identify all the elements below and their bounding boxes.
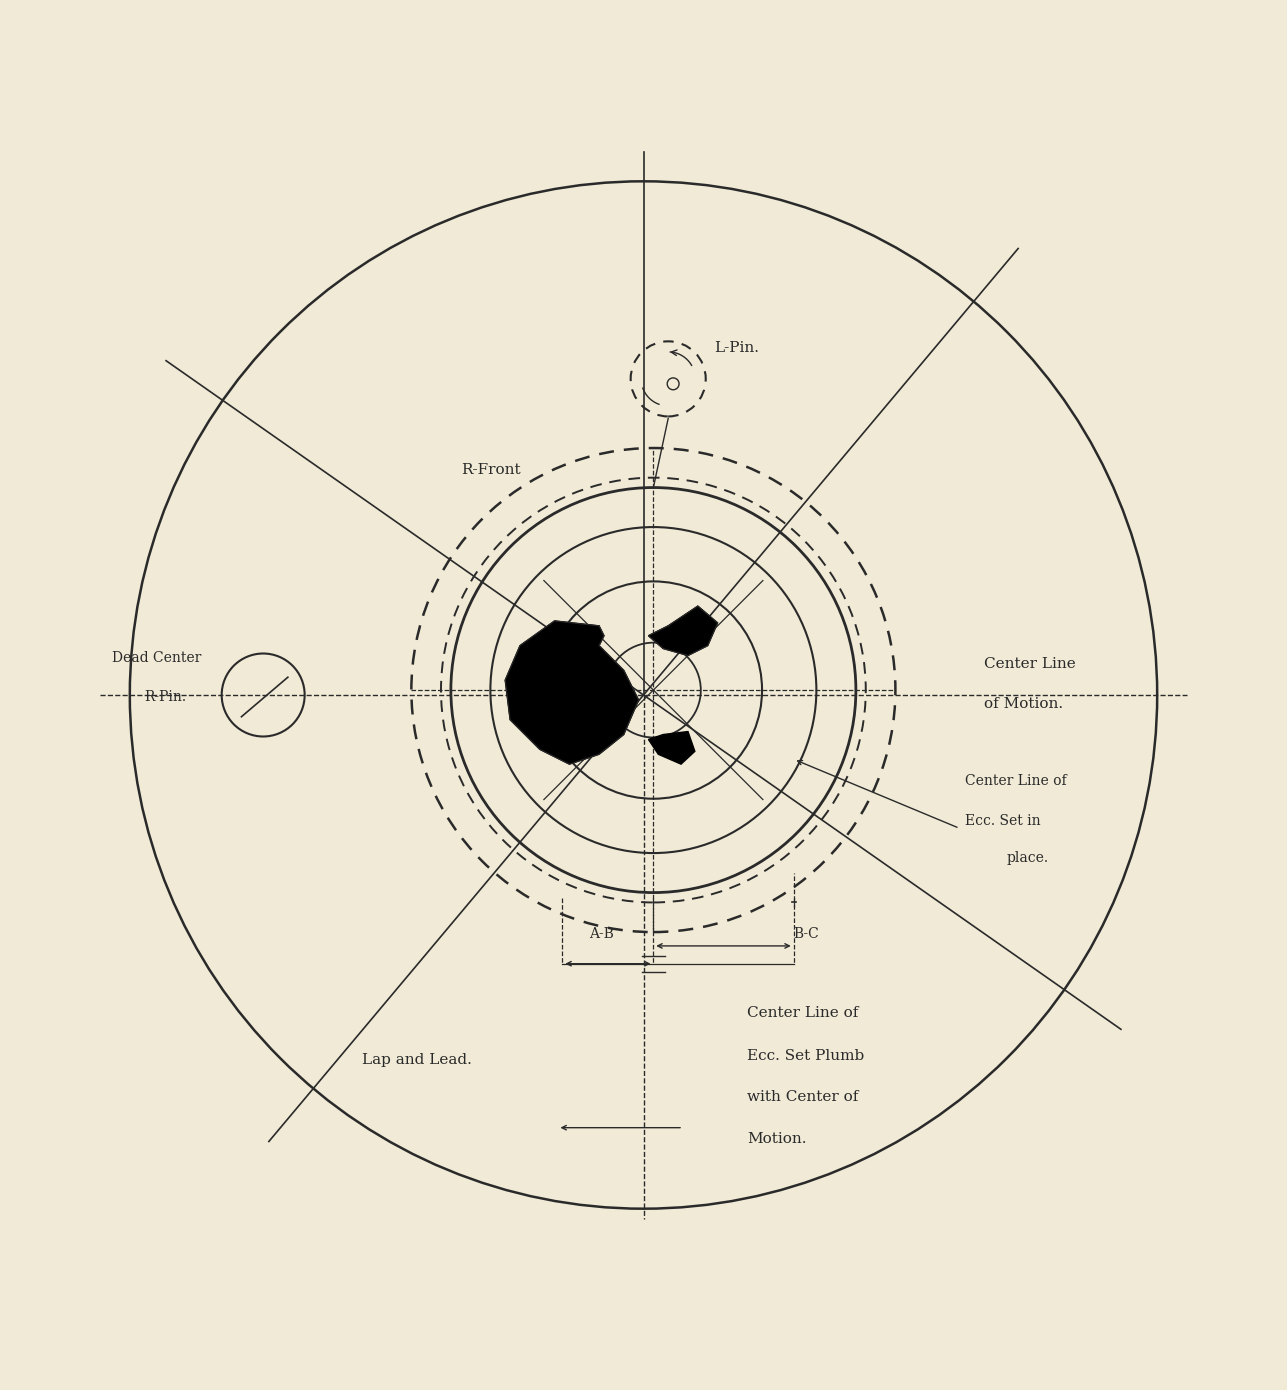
Text: Motion.: Motion. — [748, 1131, 807, 1145]
Text: of Motion.: of Motion. — [985, 696, 1063, 710]
Text: Ecc. Set Plumb: Ecc. Set Plumb — [748, 1048, 865, 1063]
Polygon shape — [649, 731, 695, 764]
Text: R-Pin.: R-Pin. — [144, 689, 187, 705]
Text: Center Line: Center Line — [985, 657, 1076, 671]
Polygon shape — [506, 621, 638, 765]
Text: Center Line of: Center Line of — [964, 774, 1066, 788]
Text: Ecc. Set in: Ecc. Set in — [964, 813, 1040, 827]
Text: R-Front: R-Front — [461, 463, 520, 477]
Text: Center Line of: Center Line of — [748, 1006, 858, 1020]
Text: with Center of: with Center of — [748, 1090, 858, 1104]
Polygon shape — [649, 606, 718, 656]
Text: place.: place. — [1006, 851, 1049, 865]
Text: A-B: A-B — [589, 927, 614, 941]
Text: Lap and Lead.: Lap and Lead. — [362, 1052, 472, 1066]
Text: L-Pin.: L-Pin. — [714, 342, 759, 356]
Text: B-C: B-C — [794, 927, 820, 941]
Text: Dead Center: Dead Center — [112, 651, 201, 664]
